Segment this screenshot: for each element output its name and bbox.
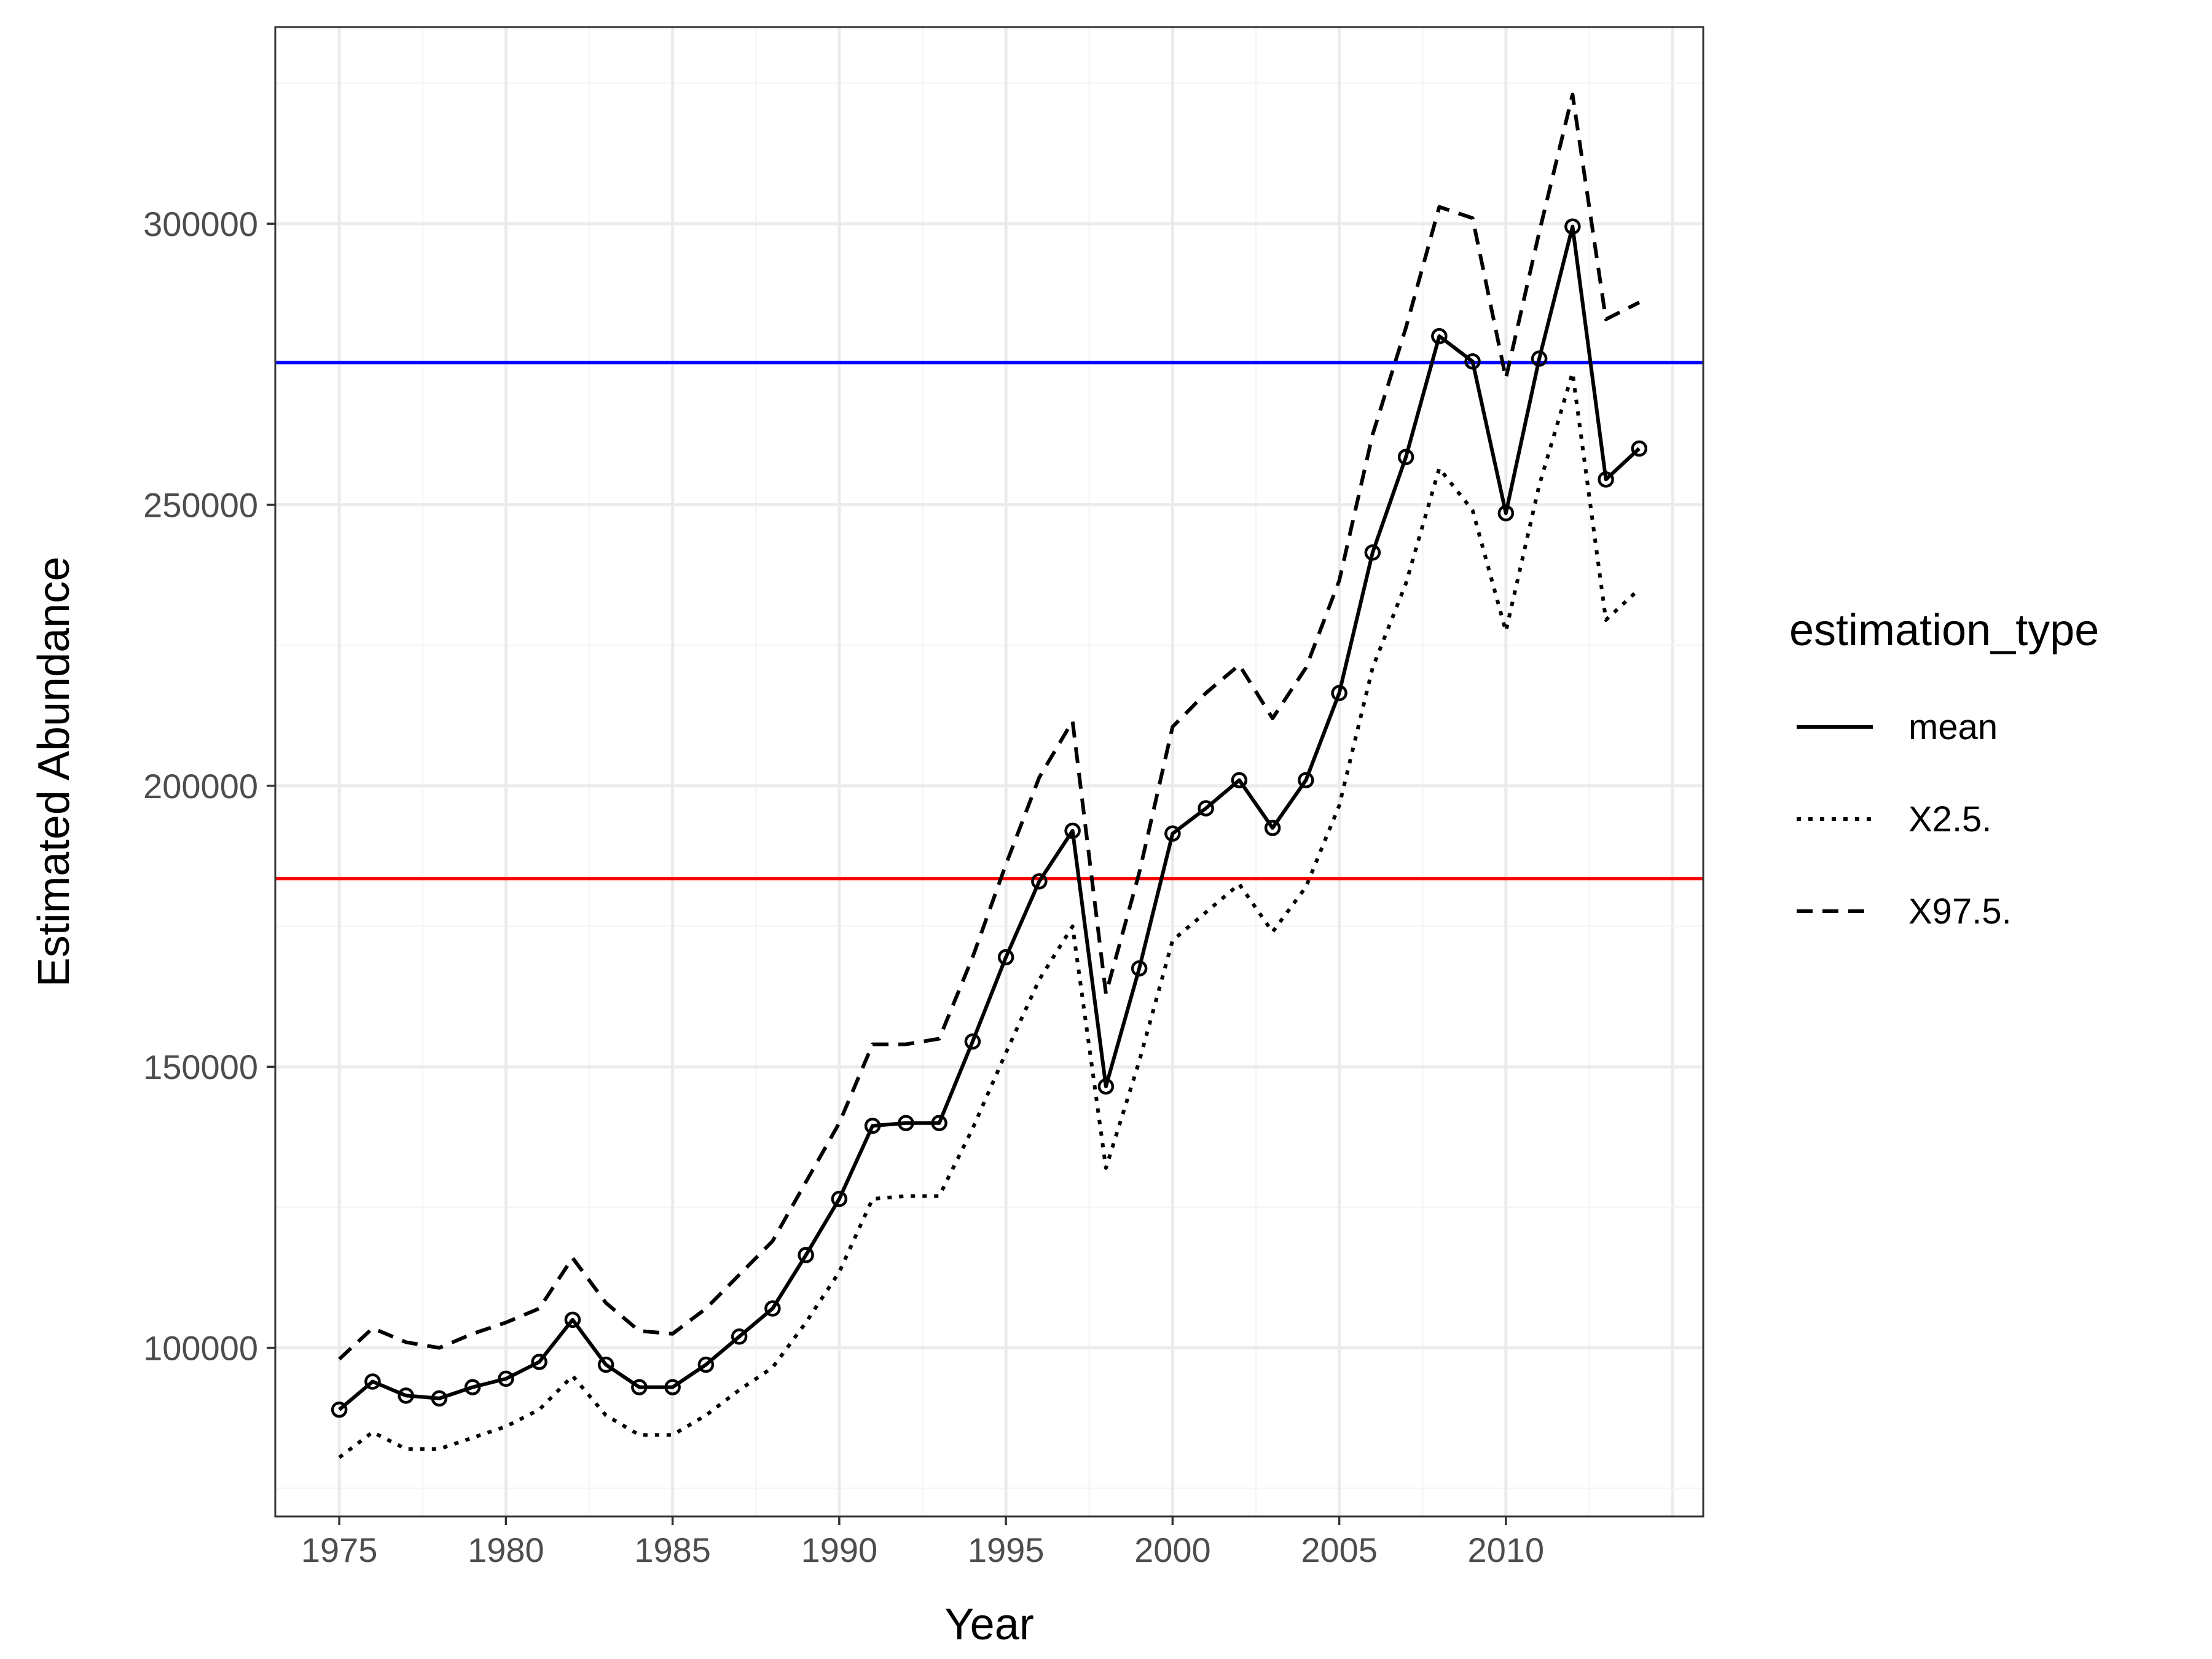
data-point-mean — [697, 1356, 715, 1373]
data-point-mean — [764, 1300, 781, 1317]
legend-label-x2-5: X2.5. — [1908, 799, 1991, 839]
y-tick-label: 150000 — [143, 1048, 258, 1086]
x-tick-label: 2005 — [1301, 1531, 1378, 1569]
x-tick-label: 1975 — [301, 1531, 378, 1569]
y-axis-title: Estimated Abundance — [29, 557, 79, 987]
data-point-mean — [1198, 800, 1214, 817]
data-point-mean — [398, 1387, 414, 1404]
data-point-mean — [898, 1115, 914, 1131]
data-point-mean — [1464, 353, 1481, 370]
y-tick-label: 250000 — [143, 486, 258, 525]
data-point-mean — [498, 1370, 514, 1387]
data-point-mean — [1231, 772, 1248, 788]
x-tick-label: 2010 — [1468, 1531, 1545, 1569]
data-point-mean — [1264, 820, 1281, 836]
y-tick-label: 100000 — [143, 1329, 258, 1368]
legend: estimation_type mean X2.5. X97.5. — [1789, 606, 2099, 931]
data-point-mean — [798, 1247, 814, 1263]
series-layer — [331, 92, 1648, 1459]
data-point-mean — [631, 1379, 648, 1395]
y-tick-label: 300000 — [143, 205, 258, 243]
x-tick-label: 1995 — [968, 1531, 1045, 1569]
data-point-mean — [1031, 873, 1048, 890]
x-tick-label: 1985 — [634, 1531, 711, 1569]
legend-label-x97-5: X97.5. — [1908, 892, 2012, 931]
y-axis: 100000 150000 200000 250000 300000 — [143, 205, 275, 1368]
data-point-mean — [864, 1118, 881, 1134]
series-line-mean — [338, 224, 1641, 1411]
data-point-mean — [1064, 822, 1081, 839]
data-point-mean — [364, 1373, 381, 1390]
data-point-mean — [997, 949, 1014, 966]
data-point-mean — [964, 1033, 981, 1050]
data-point-mean — [464, 1379, 481, 1395]
x-axis: 1975 1980 1985 1990 1995 2000 2005 2010 — [301, 1516, 1544, 1569]
data-point-mean — [1598, 471, 1614, 488]
x-tick-label: 1980 — [468, 1531, 544, 1569]
data-point-mean — [1331, 684, 1347, 702]
data-point-mean — [1497, 504, 1515, 522]
data-point-mean — [1131, 960, 1148, 977]
data-point-mean — [1097, 1078, 1115, 1095]
data-point-mean — [1564, 218, 1581, 235]
data-point-mean — [331, 1401, 348, 1418]
legend-label-mean: mean — [1908, 707, 1998, 747]
data-point-mean — [1164, 825, 1181, 842]
data-point-mean — [664, 1379, 681, 1395]
data-point-mean — [931, 1115, 947, 1131]
panel-border — [274, 26, 1704, 1518]
data-point-mean — [1364, 544, 1381, 561]
data-point-mean — [831, 1190, 848, 1207]
data-point-mean — [431, 1390, 448, 1407]
x-tick-label: 2000 — [1134, 1531, 1211, 1569]
data-point-mean — [564, 1311, 581, 1328]
y-tick-label: 200000 — [143, 767, 258, 806]
data-point-mean — [1397, 449, 1414, 466]
data-point-mean — [731, 1328, 748, 1345]
data-point-mean — [531, 1354, 547, 1370]
data-point-mean — [1431, 327, 1448, 345]
data-point-mean — [1298, 772, 1314, 788]
series-line-x2-5 — [338, 371, 1641, 1459]
legend-title: estimation_type — [1789, 606, 2099, 655]
x-tick-label: 1990 — [801, 1531, 878, 1569]
data-point-mean — [1631, 440, 1648, 457]
x-axis-title: Year — [944, 1600, 1033, 1649]
data-point-mean — [1531, 350, 1548, 367]
data-point-mean — [597, 1356, 614, 1373]
